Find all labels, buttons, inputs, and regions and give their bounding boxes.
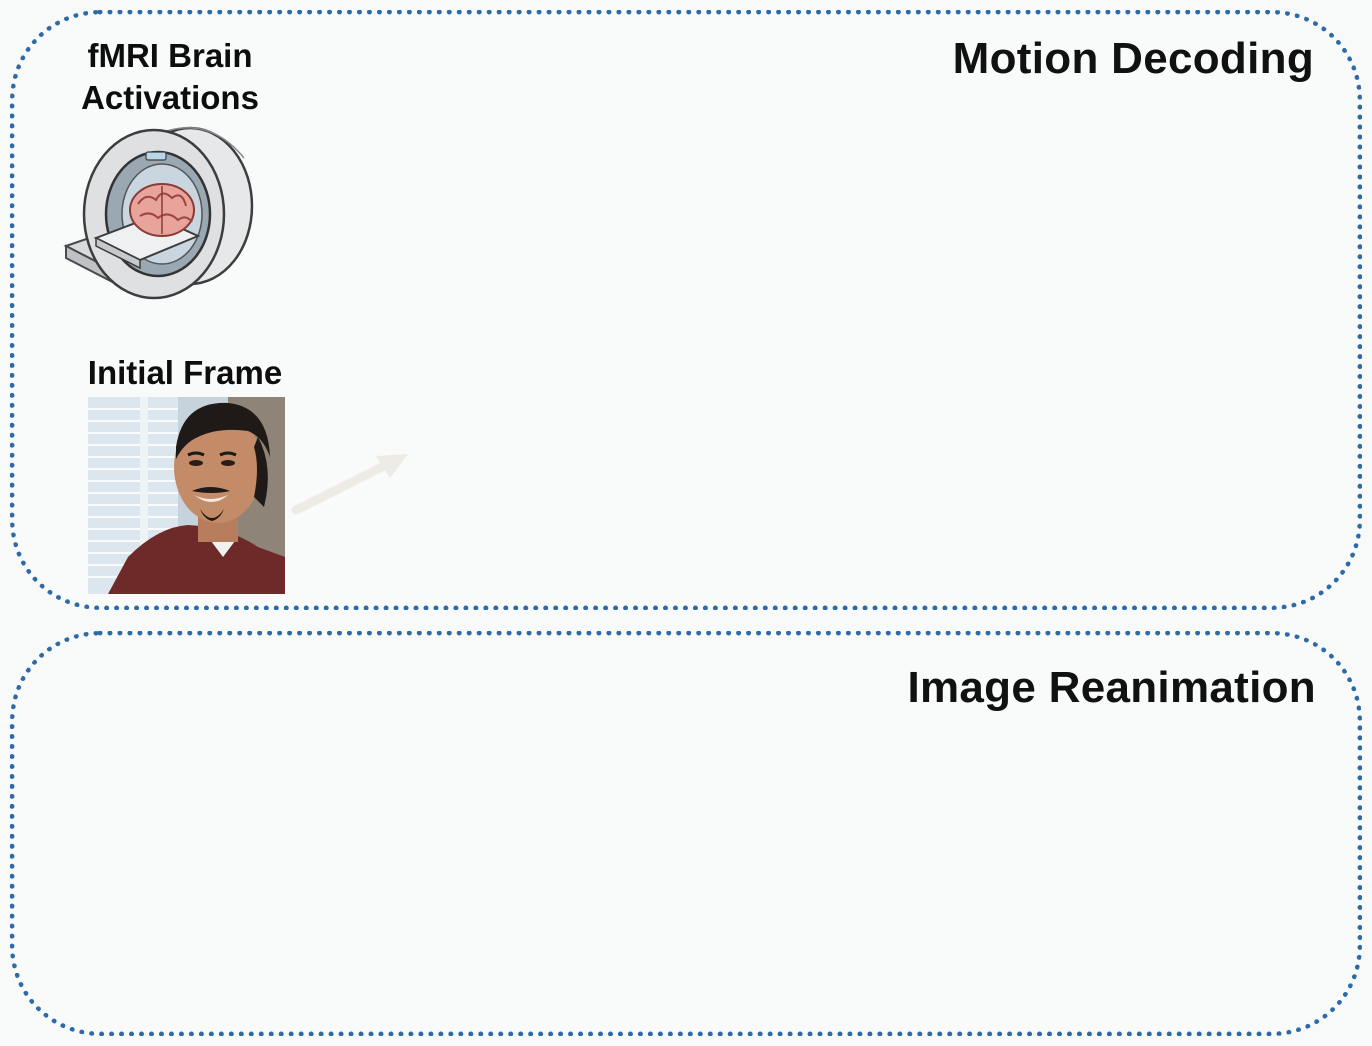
mri-scanner-with-brain-icon — [63, 126, 254, 300]
arrow-icon — [291, 454, 408, 515]
initial-frame-label: Initial Frame — [87, 354, 283, 391]
image-reanimation-panel — [10, 631, 1362, 1036]
image-reanimation-title: Image Reanimation — [907, 663, 1316, 712]
initial-frame-photo — [88, 397, 285, 594]
motion-decoding-title: Motion Decoding — [952, 34, 1314, 83]
fmri-brain-activations-label: fMRI Brain Activations — [81, 37, 259, 116]
